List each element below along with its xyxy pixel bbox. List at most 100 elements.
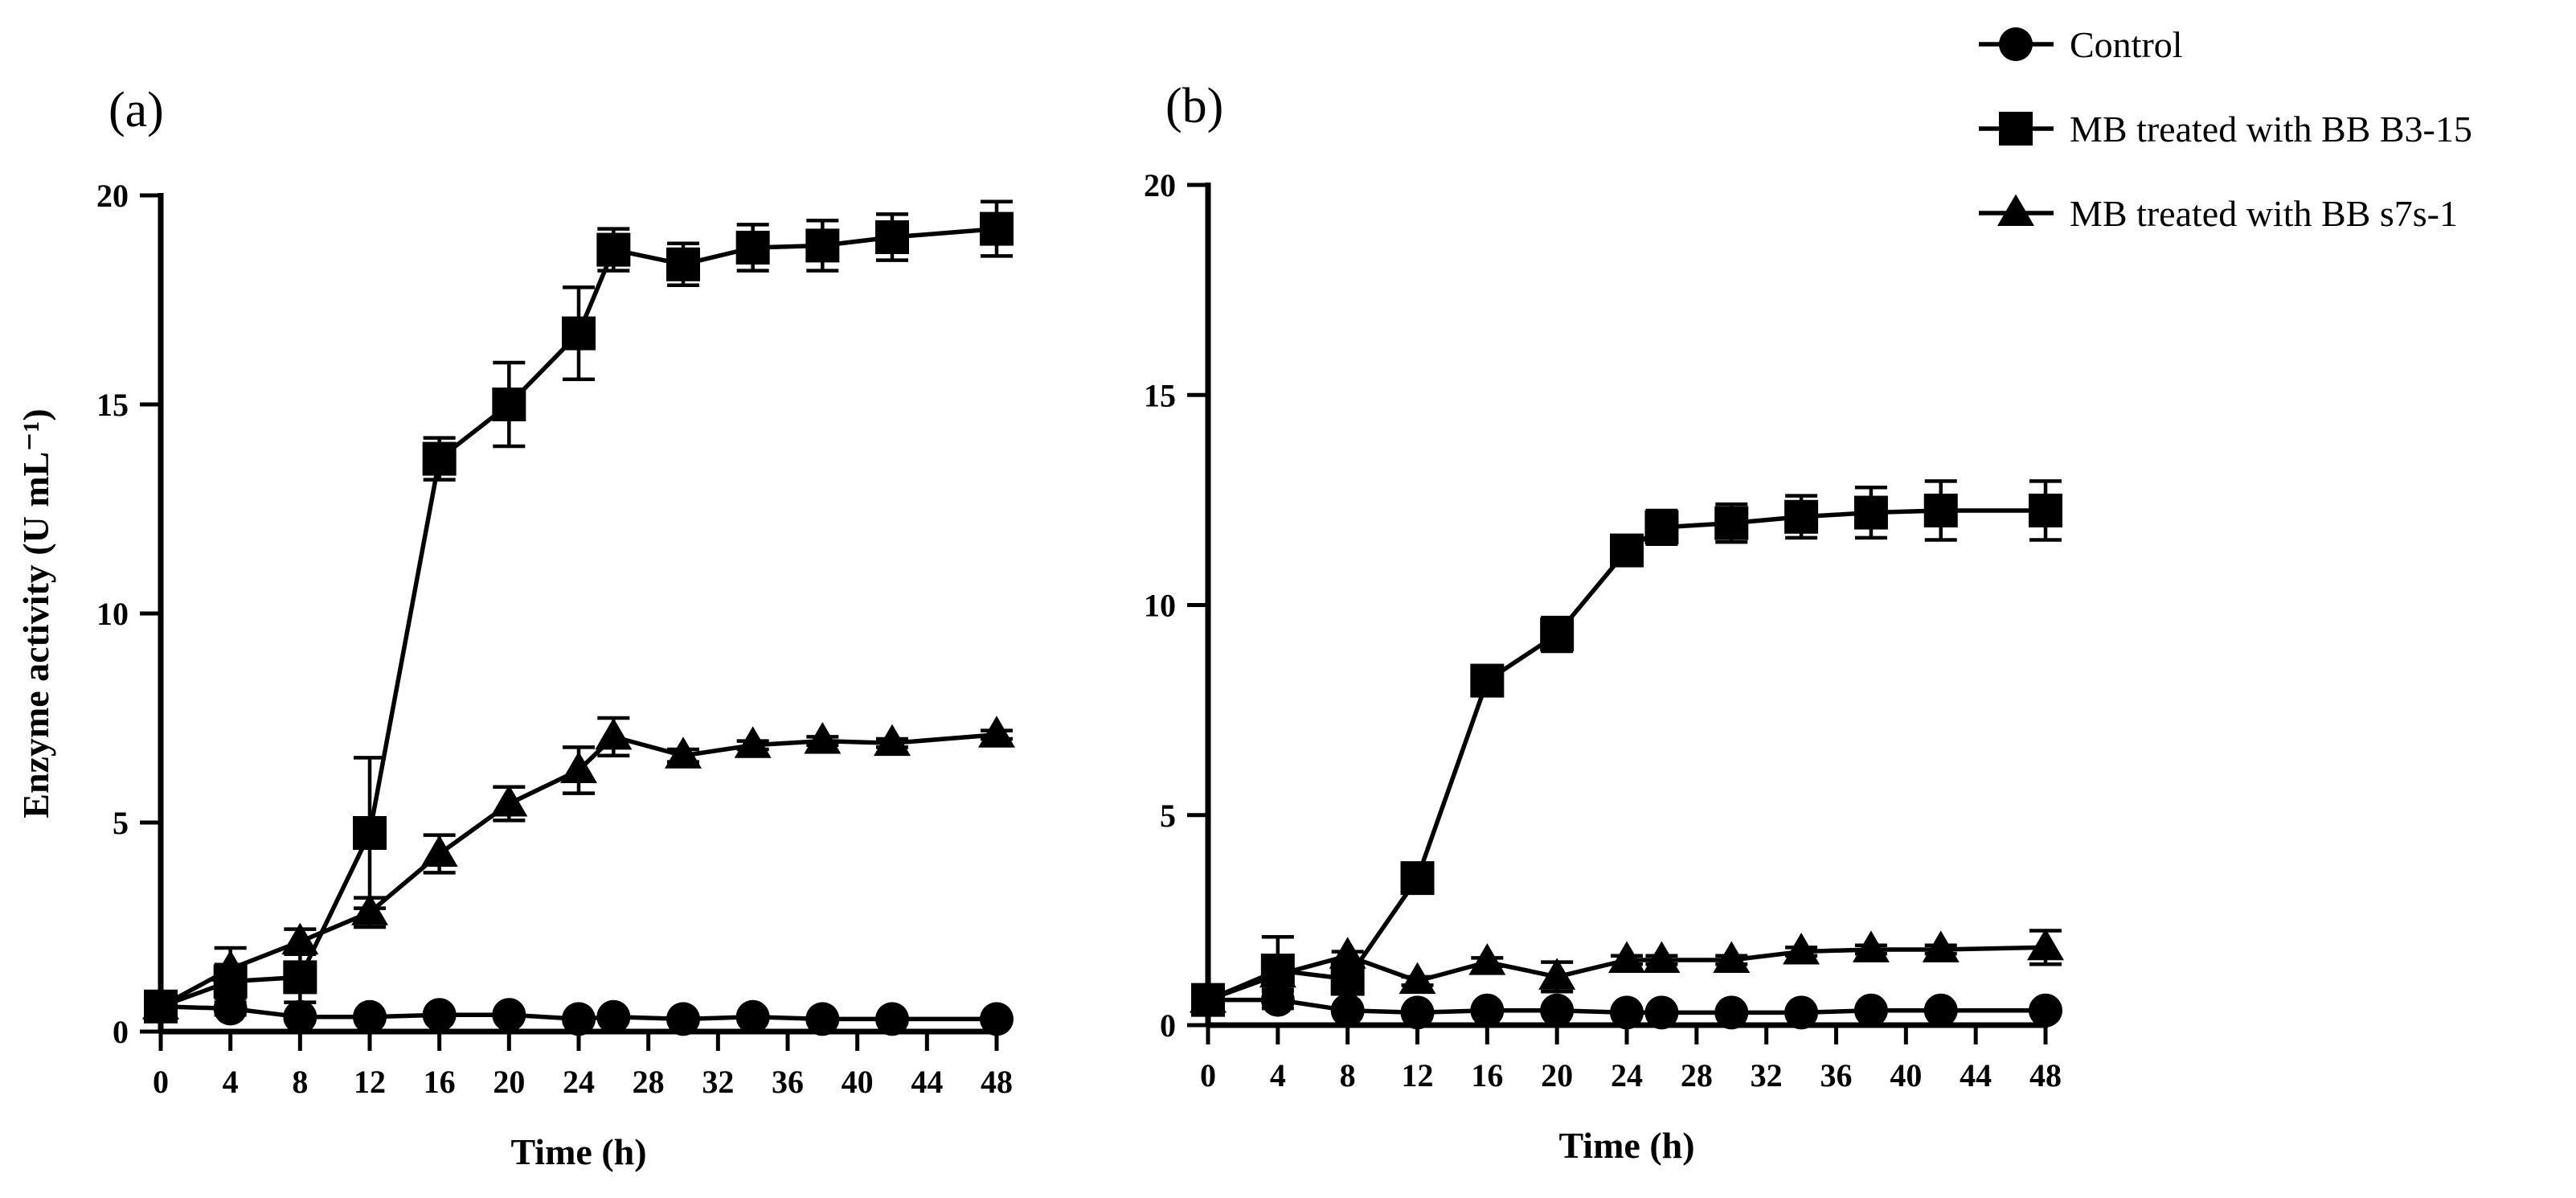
data-point-triangle (1190, 981, 1227, 1013)
data-point-square (353, 816, 387, 850)
series-square (1191, 479, 2062, 1017)
data-point-square (1470, 663, 1505, 698)
data-point-triangle (211, 950, 249, 982)
data-point-circle (2029, 993, 2062, 1028)
series-triangle (142, 716, 1015, 1020)
x-tick-label: 40 (842, 1064, 874, 1100)
data-point-square (805, 228, 840, 263)
x-tick-label: 28 (1681, 1057, 1713, 1093)
y-tick-label: 10 (1144, 588, 1176, 624)
x-tick-label: 32 (1751, 1057, 1783, 1093)
data-point-triangle (978, 716, 1015, 748)
x-tick-label: 4 (223, 1064, 239, 1100)
data-point-circle (1470, 993, 1505, 1028)
data-point-circle (1923, 993, 1958, 1028)
data-point-circle (980, 1002, 1014, 1036)
data-point-triangle (1783, 933, 1820, 965)
data-point-circle (353, 999, 387, 1034)
legend-label: MB treated with BB s7s-1 (2070, 193, 2458, 234)
panel-label: (b) (1165, 79, 1223, 133)
data-point-circle (492, 998, 526, 1032)
data-point-square (562, 316, 596, 351)
x-tick-label: 8 (292, 1064, 308, 1100)
y-tick-label: 20 (96, 178, 129, 214)
y-tick-label: 15 (1144, 377, 1176, 413)
legend-circle-icon (1999, 27, 2033, 61)
data-point-triangle (1643, 941, 1681, 973)
x-tick-label: 24 (1611, 1057, 1643, 1093)
panel-label: (a) (109, 83, 164, 137)
data-point-triangle (804, 722, 842, 754)
y-tick-label: 20 (1144, 167, 1176, 203)
data-point-square (875, 220, 909, 254)
x-tick-label: 44 (911, 1064, 943, 1100)
series-line (1206, 508, 2046, 1003)
data-point-triangle (1538, 958, 1576, 990)
y-tick-label: 5 (1160, 798, 1176, 834)
data-point-triangle (351, 893, 388, 925)
data-point-square (1853, 495, 1888, 530)
data-point-circle (1330, 993, 1365, 1028)
data-point-triangle (1713, 941, 1751, 973)
data-point-circle (213, 991, 248, 1026)
data-point-circle (596, 999, 631, 1034)
data-point-square (666, 247, 700, 281)
data-point-triangle (734, 726, 772, 758)
data-point-triangle (1329, 937, 1366, 969)
data-point-circle (875, 1002, 909, 1036)
data-point-circle (1400, 995, 1435, 1030)
data-point-triangle (1468, 943, 1506, 975)
legend-square-icon (1999, 112, 2033, 146)
data-point-square (1644, 510, 1679, 544)
data-point-triangle (1259, 955, 1296, 988)
data-point-triangle (2027, 928, 2064, 961)
data-point-square (1923, 493, 1958, 527)
series-triangle (1190, 928, 2064, 1013)
x-tick-label: 36 (772, 1064, 804, 1100)
data-point-triangle (281, 922, 319, 955)
data-point-circle (1644, 995, 1679, 1030)
x-tick-label: 16 (424, 1064, 456, 1100)
data-point-triangle (1608, 941, 1645, 973)
series-circle (1191, 983, 2062, 1030)
x-tick-label: 24 (563, 1064, 595, 1100)
series-square (144, 199, 1014, 1024)
data-point-triangle (560, 751, 597, 783)
data-point-circle (1853, 993, 1888, 1028)
data-point-square (1714, 506, 1749, 540)
x-tick-label: 48 (2029, 1057, 2062, 1093)
x-axis-title: Time (h) (510, 1131, 646, 1172)
data-point-circle (422, 998, 457, 1032)
data-point-circle (735, 999, 770, 1034)
data-point-circle (1610, 995, 1644, 1030)
x-tick-label: 48 (981, 1064, 1013, 1100)
data-point-circle (1540, 993, 1575, 1028)
x-tick-label: 28 (633, 1064, 665, 1100)
data-point-square (980, 211, 1014, 246)
legend-triangle-icon (1997, 194, 2034, 226)
data-point-circle (562, 1002, 596, 1036)
data-point-square (735, 231, 770, 265)
data-point-square (1400, 861, 1435, 896)
data-point-triangle (420, 835, 458, 867)
y-axis-title: Enzyme activity (U mL⁻¹) (15, 408, 56, 818)
data-point-square (596, 232, 631, 267)
data-point-circle (283, 999, 317, 1034)
legend-label: Control (2070, 24, 2183, 65)
data-point-square (1784, 499, 1819, 534)
x-tick-label: 20 (493, 1064, 525, 1100)
y-tick-label: 0 (1160, 1007, 1176, 1044)
data-point-square (422, 441, 457, 476)
x-axis-title: Time (h) (1558, 1125, 1694, 1166)
x-tick-label: 20 (1541, 1057, 1573, 1093)
x-tick-label: 36 (1820, 1057, 1853, 1093)
x-tick-label: 40 (1890, 1057, 1922, 1093)
x-tick-label: 8 (1340, 1057, 1356, 1093)
data-point-triangle (1852, 930, 1890, 962)
data-point-triangle (490, 785, 528, 817)
y-tick-label: 10 (96, 596, 129, 632)
legend-label: MB treated with BB B3-15 (2070, 109, 2472, 150)
y-tick-label: 0 (113, 1014, 129, 1050)
